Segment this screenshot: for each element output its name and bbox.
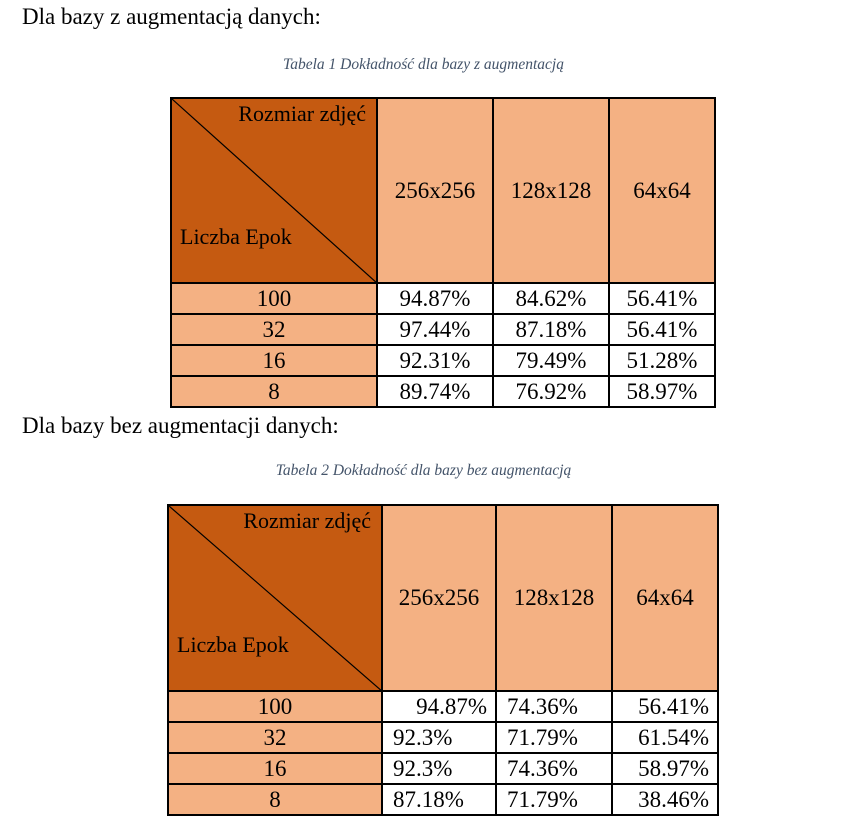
column-header: 256x256 — [381, 504, 497, 692]
table-row: 32 92.3% 71.79% 61.54% — [167, 721, 719, 754]
corner-label-image-size: Rozmiar zdjęć — [243, 508, 371, 533]
table-cell: 84.62% — [492, 282, 610, 315]
table-2-caption: Tabela 2 Dokładność dla bazy bez augment… — [275, 462, 572, 479]
corner-cell: Rozmiar zdjęć Liczba Epok — [170, 97, 378, 284]
table-cell: 92.31% — [376, 344, 494, 377]
table-header-row: Rozmiar zdjęć Liczba Epok 256x256 128x12… — [167, 504, 719, 692]
table-cell: 56.41% — [611, 690, 719, 723]
table-cell: 79.49% — [492, 344, 610, 377]
column-header: 128x128 — [495, 504, 613, 692]
table-row: 32 97.44% 87.18% 56.41% — [170, 313, 716, 346]
table-row: 100 94.87% 74.36% 56.41% — [167, 690, 719, 723]
row-label-epochs: 32 — [170, 313, 378, 346]
table-row: 16 92.3% 74.36% 58.97% — [167, 752, 719, 785]
table-cell: 87.18% — [492, 313, 610, 346]
corner-label-image-size: Rozmiar zdjęć — [238, 101, 366, 126]
row-label-epochs: 16 — [167, 752, 383, 785]
table-cell: 38.46% — [611, 783, 719, 816]
section-2-heading: Dla bazy bez augmentacji danych: — [22, 413, 339, 438]
table-cell: 58.97% — [608, 375, 716, 408]
row-label-epochs: 8 — [170, 375, 378, 408]
corner-label-epochs: Liczba Epok — [177, 632, 289, 657]
table-cell: 51.28% — [608, 344, 716, 377]
row-label-epochs: 32 — [167, 721, 383, 754]
table-cell: 94.87% — [376, 282, 494, 315]
table-cell: 97.44% — [376, 313, 494, 346]
row-label-epochs: 16 — [170, 344, 378, 377]
section-1-heading: Dla bazy z augmentacją danych: — [22, 4, 321, 29]
accuracy-table-2: Rozmiar zdjęć Liczba Epok 256x256 128x12… — [167, 504, 719, 816]
table-cell: 76.92% — [492, 375, 610, 408]
table-cell: 71.79% — [495, 721, 613, 754]
accuracy-table-1: Rozmiar zdjęć Liczba Epok 256x256 128x12… — [170, 97, 716, 408]
table-cell: 89.74% — [376, 375, 494, 408]
table-header-row: Rozmiar zdjęć Liczba Epok 256x256 128x12… — [170, 97, 716, 284]
diagonal-divider — [170, 507, 380, 689]
column-header: 128x128 — [492, 97, 610, 284]
row-label-epochs: 100 — [167, 690, 383, 723]
table-cell: 56.41% — [608, 313, 716, 346]
table-cell: 56.41% — [608, 282, 716, 315]
table-row: 8 87.18% 71.79% 38.46% — [167, 783, 719, 816]
row-label-epochs: 8 — [167, 783, 383, 816]
table-cell: 74.36% — [495, 690, 613, 723]
table-row: 8 89.74% 76.92% 58.97% — [170, 375, 716, 408]
table-cell: 71.79% — [495, 783, 613, 816]
table-cell: 74.36% — [495, 752, 613, 785]
table-row: 16 92.31% 79.49% 51.28% — [170, 344, 716, 377]
table-cell: 87.18% — [381, 783, 497, 816]
table-cell: 58.97% — [611, 752, 719, 785]
row-label-epochs: 100 — [170, 282, 378, 315]
corner-label-epochs: Liczba Epok — [180, 224, 292, 249]
diagonal-divider — [173, 100, 375, 281]
table-cell: 61.54% — [611, 721, 719, 754]
table-row: 100 94.87% 84.62% 56.41% — [170, 282, 716, 315]
corner-cell: Rozmiar zdjęć Liczba Epok — [167, 504, 383, 692]
table-cell: 92.3% — [381, 721, 497, 754]
table-cell: 94.87% — [381, 690, 497, 723]
column-header: 256x256 — [376, 97, 494, 284]
column-header: 64x64 — [608, 97, 716, 284]
table-cell: 92.3% — [381, 752, 497, 785]
table-1-caption: Tabela 1 Dokładność dla bazy z augmentac… — [283, 56, 564, 73]
column-header: 64x64 — [611, 504, 719, 692]
